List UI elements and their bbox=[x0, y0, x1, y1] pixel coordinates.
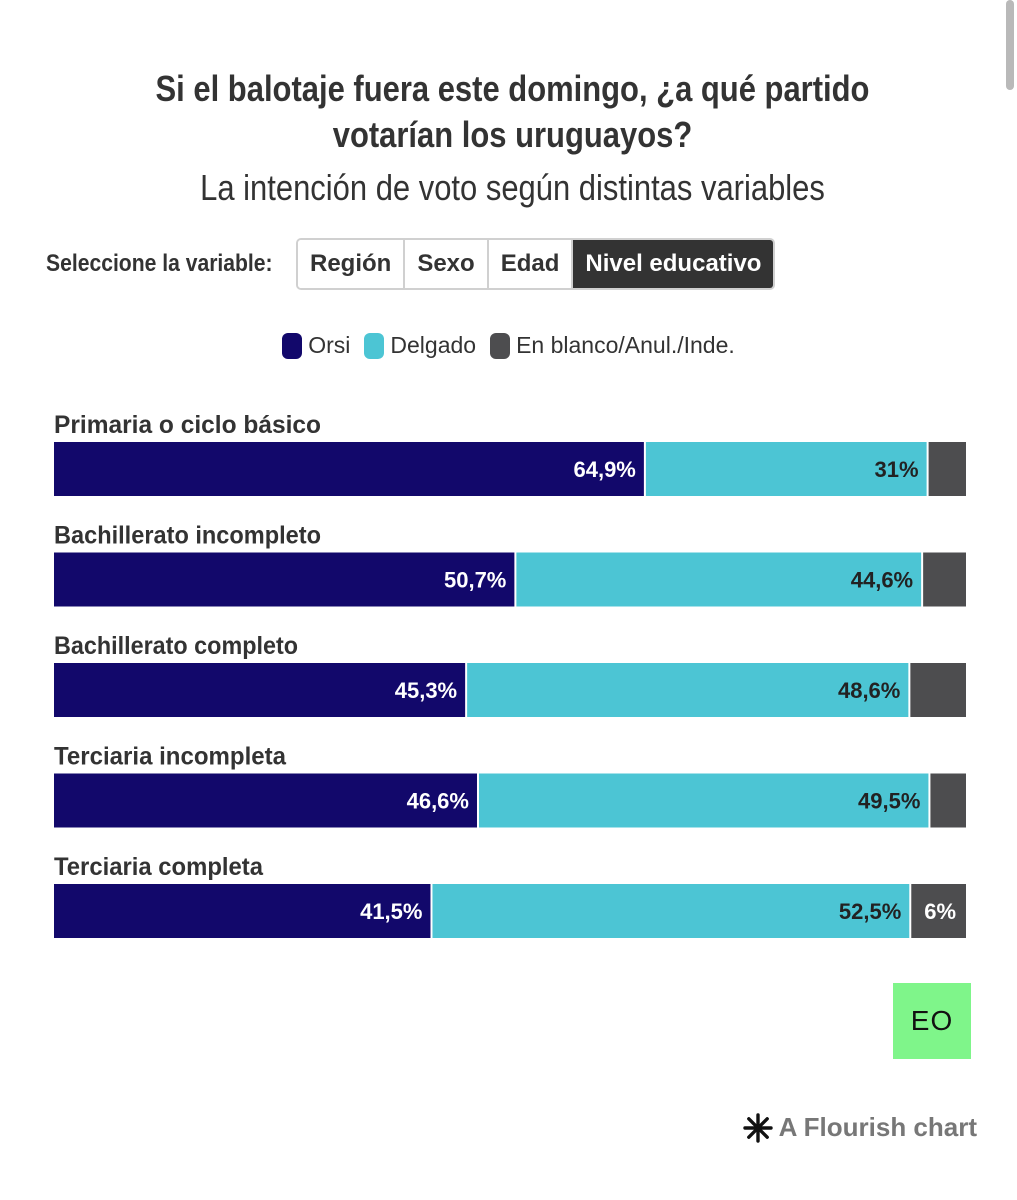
data-label-orsi-bachillerato-incompleto: 50,7% bbox=[444, 568, 506, 593]
option-region-button[interactable]: Región bbox=[298, 240, 406, 288]
chart-subtitle: La intención de voto según distintas var… bbox=[200, 167, 825, 208]
bar-delgado-bachillerato-completo[interactable] bbox=[467, 663, 909, 717]
option-nivel-educativo-button[interactable]: Nivel educativo bbox=[573, 240, 774, 288]
credit-text: A Flourish chart bbox=[778, 1112, 977, 1142]
data-label-en-blanco-anul-inde-terciaria-completa: 6% bbox=[924, 899, 956, 924]
legend-item-blanco[interactable]: En blanco/Anul./Inde. bbox=[490, 332, 735, 359]
bar-delgado-terciaria-incompleta[interactable] bbox=[478, 773, 929, 828]
bar-orsi-primaria-o-ciclo-basico[interactable] bbox=[54, 442, 644, 496]
variable-selector-label: Seleccione la variable: bbox=[46, 250, 273, 277]
option-edad-button[interactable]: Edad bbox=[488, 240, 574, 288]
legend-label-orsi: Orsi bbox=[308, 332, 351, 358]
chart-title: Si el balotaje fuera este domingo, ¿a qu… bbox=[155, 68, 870, 155]
brand-logo[interactable]: EO bbox=[893, 983, 971, 1059]
data-label-delgado-bachillerato-incompleto: 44,6% bbox=[851, 568, 913, 593]
flourish-credit-link[interactable]: A Flourish chart bbox=[742, 1112, 977, 1143]
variable-selector: Seleccione la variable: Región Sexo Edad… bbox=[46, 238, 776, 290]
option-sexo-button[interactable]: Sexo bbox=[405, 240, 489, 288]
legend-label-blanco: En blanco/Anul./Inde. bbox=[516, 332, 735, 358]
scrollbar-thumb[interactable] bbox=[1006, 0, 1014, 90]
category-label-terciaria-incompleta: Terciaria incompleta bbox=[54, 743, 287, 771]
bar-en-blanco-anul-inde-terciaria-completa[interactable] bbox=[911, 884, 966, 938]
bar-en-blanco-anul-inde-bachillerato-completo[interactable] bbox=[910, 663, 966, 717]
category-label-bachillerato-completo: Bachillerato completo bbox=[54, 632, 298, 660]
scrollbar[interactable] bbox=[1006, 0, 1014, 90]
bar-en-blanco-anul-inde-terciaria-incompleta[interactable] bbox=[930, 773, 966, 828]
legend-swatch-delgado bbox=[364, 332, 385, 359]
category-label-terciaria-completa: Terciaria completa bbox=[54, 853, 264, 881]
category-label-bachillerato-incompleto: Bachillerato incompleto bbox=[54, 522, 321, 550]
legend-item-delgado[interactable]: Delgado bbox=[364, 332, 476, 359]
legend-item-orsi[interactable]: Orsi bbox=[282, 332, 350, 359]
bar-delgado-primaria-o-ciclo-basico[interactable] bbox=[645, 442, 927, 496]
data-label-orsi-terciaria-incompleta: 46,6% bbox=[407, 789, 469, 814]
data-label-delgado-terciaria-incompleta: 49,5% bbox=[858, 789, 920, 814]
category-label-primaria-o-ciclo-basico: Primaria o ciclo básico bbox=[54, 411, 321, 439]
asterisk-icon bbox=[742, 1112, 773, 1143]
data-label-orsi-terciaria-completa: 41,5% bbox=[360, 899, 422, 924]
bar-en-blanco-anul-inde-primaria-o-ciclo-basico[interactable] bbox=[928, 442, 966, 496]
bar-delgado-bachillerato-incompleto[interactable] bbox=[516, 552, 922, 607]
bar-orsi-terciaria-incompleta[interactable] bbox=[54, 773, 477, 828]
data-label-delgado-primaria-o-ciclo-basico: 31% bbox=[875, 457, 919, 482]
data-label-orsi-bachillerato-completo: 45,3% bbox=[395, 678, 457, 703]
brand-logo-text: EO bbox=[910, 1005, 954, 1036]
stacked-bar-chart: Primaria o ciclo básico 64,9% 31% Bachiller… bbox=[54, 411, 966, 938]
data-label-orsi-primaria-o-ciclo-basico: 64,9% bbox=[573, 457, 635, 482]
legend: Orsi Delgado En blanco/Anul./Inde. bbox=[0, 332, 1017, 359]
legend-label-delgado: Delgado bbox=[390, 332, 477, 358]
data-label-delgado-bachillerato-completo: 48,6% bbox=[838, 678, 900, 703]
bar-orsi-bachillerato-completo[interactable] bbox=[54, 663, 466, 717]
bar-en-blanco-anul-inde-bachillerato-incompleto[interactable] bbox=[923, 552, 966, 607]
bar-delgado-terciaria-completa[interactable] bbox=[432, 884, 910, 938]
variable-segmented-control: Región Sexo Edad Nivel educativo bbox=[296, 238, 776, 290]
data-label-delgado-terciaria-completa: 52,5% bbox=[839, 899, 901, 924]
legend-swatch-blanco bbox=[490, 332, 511, 359]
bar-orsi-terciaria-completa[interactable] bbox=[54, 884, 431, 938]
bar-orsi-bachillerato-incompleto[interactable] bbox=[54, 552, 515, 607]
legend-swatch-orsi bbox=[282, 332, 303, 359]
